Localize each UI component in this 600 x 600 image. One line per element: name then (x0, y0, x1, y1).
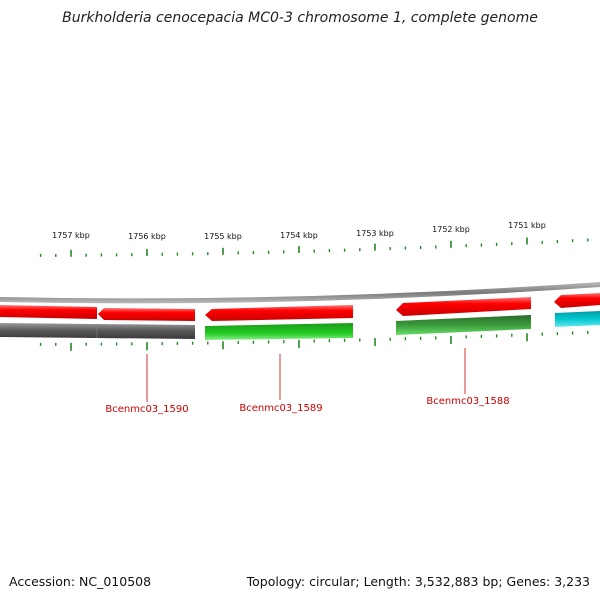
ruler-tick-label: 1752 kbp (432, 225, 470, 234)
map-title: Burkholderia cenocepacia MC0-3 chromosom… (62, 10, 538, 26)
gene-segment-cyan[interactable] (555, 311, 600, 327)
ruler-ticks-top (39, 237, 589, 257)
gene-arrow[interactable] (205, 305, 353, 321)
gene-label[interactable]: Bcenmc03_1589 (239, 403, 322, 414)
ruler-labels: 1757 kbp 1756 kbp 1755 kbp 1754 kbp 1753… (52, 221, 546, 241)
gene-arrow[interactable] (0, 305, 97, 319)
genome-backbone (0, 282, 600, 304)
genome-info-text: Topology: circular; Length: 3,532,883 bp… (246, 574, 590, 589)
gene-label[interactable]: Bcenmc03_1590 (105, 404, 188, 415)
ruler-tick-label: 1755 kbp (204, 232, 242, 241)
ruler-ticks-bottom (39, 330, 589, 351)
gene-segment-green[interactable] (205, 323, 353, 340)
gene-arrow[interactable] (396, 297, 531, 316)
gene-arrow[interactable] (554, 293, 600, 308)
accession-text: Accession: NC_010508 (9, 574, 152, 589)
ruler-tick-label: 1751 kbp (508, 221, 546, 230)
ruler-tick-label: 1753 kbp (356, 229, 394, 238)
ruler-tick-label: 1754 kbp (280, 231, 318, 240)
gene-label[interactable]: Bcenmc03_1588 (426, 396, 509, 407)
gene-segment-gray[interactable] (0, 323, 195, 339)
gene-arrow[interactable] (98, 308, 195, 321)
ruler-tick-label: 1756 kbp (128, 232, 166, 241)
ruler-tick-label: 1757 kbp (52, 231, 90, 240)
gene-segment-darkgreen[interactable] (396, 315, 531, 335)
